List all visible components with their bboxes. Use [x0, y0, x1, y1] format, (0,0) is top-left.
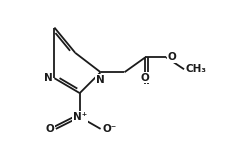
Text: N⁺: N⁺: [73, 112, 87, 122]
Text: N: N: [96, 75, 105, 85]
Text: O: O: [46, 124, 54, 134]
Text: O: O: [141, 73, 150, 83]
Text: O: O: [168, 52, 176, 62]
Text: CH₃: CH₃: [186, 64, 207, 74]
Text: O⁻: O⁻: [102, 124, 116, 134]
Text: N: N: [44, 73, 53, 83]
